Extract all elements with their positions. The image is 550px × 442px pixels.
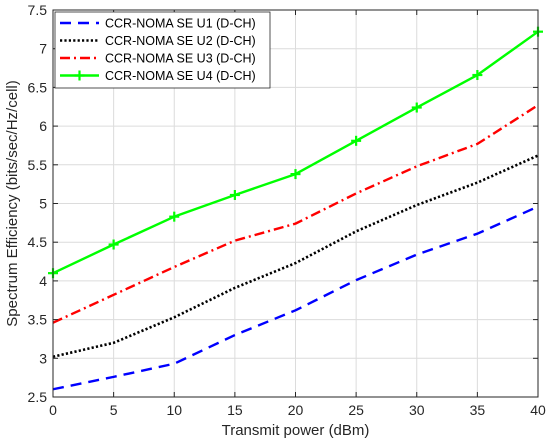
y-tick-label: 4.5 (28, 234, 48, 250)
legend-label-u4: CCR-NOMA SE U4 (D-CH) (105, 69, 256, 83)
axis-ticks: 0 5 10 15 20 25 30 35 40 2.5 3 3.5 4 4.5 5 5.5 6 6.5 7 7.5 (28, 2, 546, 418)
legend: CCR-NOMA SE U1 (D-CH) CCR-NOMA SE U2 (D-C… (54, 11, 271, 89)
x-tick-label: 0 (49, 402, 57, 418)
x-tick-label: 5 (110, 402, 118, 418)
y-tick-label: 5 (39, 196, 47, 212)
x-tick-label: 10 (166, 402, 182, 418)
y-tick-label: 6.5 (28, 79, 48, 95)
legend-label-u3: CCR-NOMA SE U3 (D-CH) (105, 52, 256, 66)
series-line-u1 (52, 205, 539, 391)
series-line-u2 (52, 154, 539, 359)
x-tick-label: 25 (348, 402, 364, 418)
y-tick-label: 6 (39, 118, 47, 134)
legend-label-u1: CCR-NOMA SE U1 (D-CH) (105, 17, 256, 31)
data-point-u4 (108, 239, 119, 250)
y-axis-title: Spectrum Efficiency (bits/sec/Hz/cell) (4, 80, 21, 326)
y-tick-label: 5.5 (28, 157, 48, 173)
x-tick-label: 40 (530, 402, 546, 418)
data-point-u4 (229, 189, 240, 200)
x-tick-label: 15 (227, 402, 243, 418)
grid (52, 9, 539, 398)
data-point-u4 (351, 135, 362, 146)
x-tick-label: 30 (409, 402, 425, 418)
y-tick-label: 7.5 (28, 2, 48, 18)
y-tick-label: 3 (39, 350, 47, 366)
y-tick-label: 3.5 (28, 312, 48, 328)
series-layer (48, 26, 543, 391)
data-point-u4 (472, 70, 483, 81)
x-axis-title: Transmit power (dBm) (222, 422, 370, 439)
legend-label-u2: CCR-NOMA SE U2 (D-CH) (105, 34, 256, 48)
x-tick-label: 35 (470, 402, 486, 418)
x-tick-label: 20 (288, 402, 304, 418)
series-line-u3 (52, 104, 539, 324)
y-tick-label: 2.5 (28, 389, 48, 405)
y-tick-label: 4 (39, 273, 47, 289)
data-point-u4 (411, 102, 422, 113)
y-tick-label: 7 (39, 41, 47, 57)
data-point-u4 (169, 211, 180, 222)
data-point-u4 (290, 169, 301, 180)
